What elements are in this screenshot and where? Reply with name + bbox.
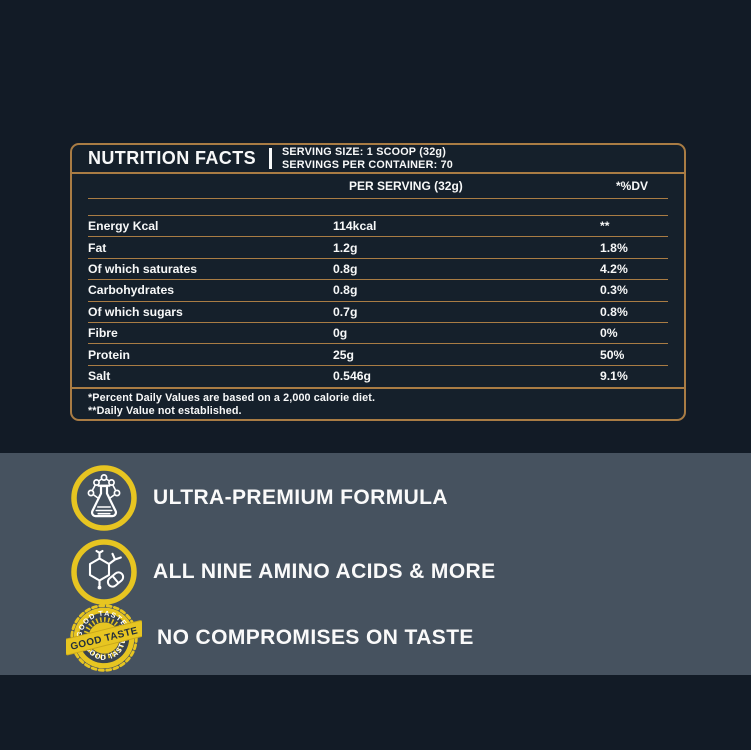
row-label: Of which saturates [88,261,198,276]
good-taste-badge: GOOD TASTE GOOD TASTE GOOD TASTE [66,603,142,672]
column-header-dv: *%DV [616,179,649,193]
row-value: 0.8g [333,283,358,298]
serving-info: SERVING SIZE: 1 SCOOP (32g) SERVINGS PER… [282,146,453,171]
serving-size: SERVING SIZE: 1 SCOOP (32g) [282,146,446,158]
row-dv: 9.1% [600,369,628,384]
table-row: Of which saturates 0.8g 4.2% [88,259,668,281]
row-dv: 1.8% [600,240,628,255]
row-value: 0.546g [333,369,371,384]
row-label: Carbohydrates [88,283,175,298]
column-header-row: PER SERVING (32g) *%DV [72,174,684,198]
footnote-not-established: **Daily Value not established. [88,405,242,418]
feature-label: ALL NINE AMINO ACIDS & MORE [153,560,496,583]
feature-amino-acids: ALL NINE AMINO ACIDS & MORE [70,538,496,606]
row-label: Fat [88,240,107,255]
footnote-dv: *Percent Daily Values are based on a 2,0… [88,392,376,405]
row-label: Salt [88,369,111,384]
row-value: 0g [333,326,348,341]
table-row: Fat 1.2g 1.8% [88,237,668,259]
amino-molecule-icon [71,539,137,605]
row-dv: 50% [600,347,625,362]
column-header-per-serving: PER SERVING (32g) [349,179,463,193]
footnotes: *Percent Daily Values are based on a 2,0… [72,387,684,418]
table-row: Salt 0.546g 9.1% [88,366,668,387]
nutrition-table: Energy Kcal 114kcal ** Fat 1.2g 1.8% Of … [88,215,668,387]
feature-label: ULTRA-PREMIUM FORMULA [153,486,448,509]
servings-per-container: SERVINGS PER CONTAINER: 70 [282,158,453,171]
nutrition-facts-panel: NUTRITION FACTS SERVING SIZE: 1 SCOOP (3… [70,143,686,421]
table-row: Of which sugars 0.7g 0.8% [88,302,668,323]
row-value: 114kcal [333,219,377,234]
row-value: 0.7g [333,304,358,319]
row-dv: ** [600,219,610,234]
row-dv: 0.3% [600,283,628,298]
table-row: Protein 25g 50% [88,344,668,366]
table-row: Carbohydrates 0.8g 0.3% [88,280,668,302]
row-label: Of which sugars [88,304,183,319]
feature-ultra-premium: ULTRA-PREMIUM FORMULA [70,464,448,532]
row-dv: 4.2% [600,261,628,276]
feature-taste: GOOD TASTE GOOD TASTE GOOD TASTE NO COMP… [66,600,474,676]
row-label: Fibre [88,326,118,341]
flask-molecule-icon [71,465,137,531]
row-label: Protein [88,347,130,362]
spacer [72,199,684,215]
table-row: Fibre 0g 0% [88,323,668,345]
row-label: Energy Kcal [88,219,159,234]
panel-header: NUTRITION FACTS SERVING SIZE: 1 SCOOP (3… [72,145,684,174]
row-dv: 0.8% [600,304,628,319]
features-section: ULTRA-PREMIUM FORMULA ALL NINE AMINO A [0,453,751,675]
row-value: 1.2g [333,240,358,255]
row-value: 0.8g [333,261,358,276]
panel-title: NUTRITION FACTS [88,148,256,168]
header-divider [269,148,272,169]
feature-label: NO COMPROMISES ON TASTE [157,626,474,649]
row-dv: 0% [600,326,618,341]
table-row: Energy Kcal 114kcal ** [88,216,668,238]
row-value: 25g [333,347,355,362]
separator-line [88,198,668,199]
